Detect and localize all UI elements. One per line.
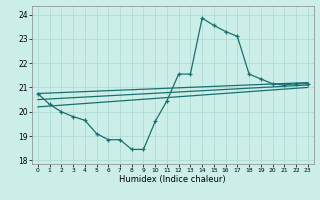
X-axis label: Humidex (Indice chaleur): Humidex (Indice chaleur) [119, 175, 226, 184]
